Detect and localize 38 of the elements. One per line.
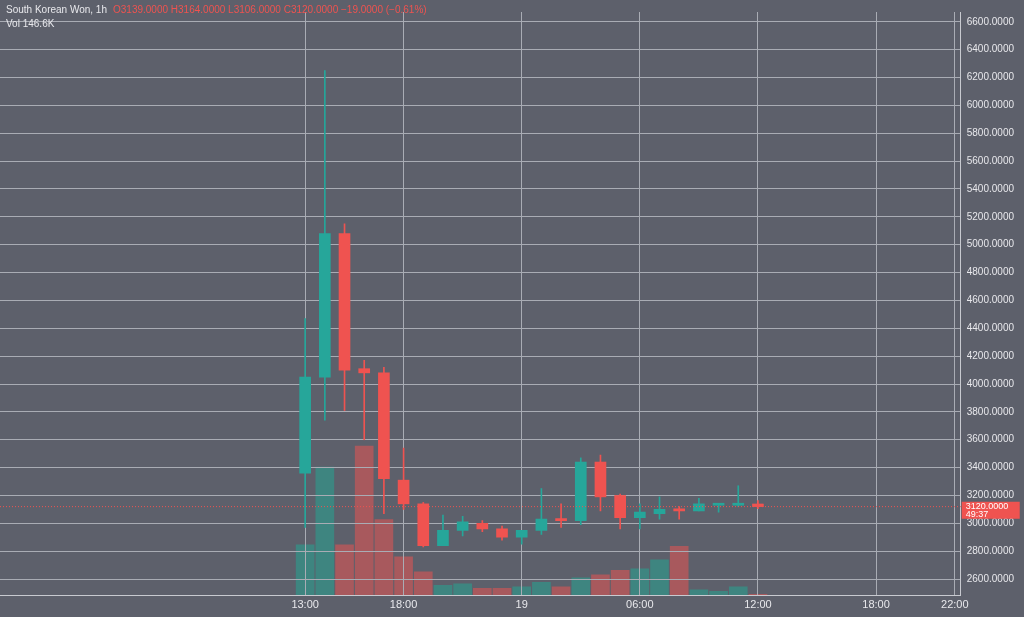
y-tick-label: 6400.0000 bbox=[966, 43, 1015, 55]
chart-title: South Korean Won, 1h bbox=[6, 4, 107, 15]
ref-line-label: 3120.0000 bbox=[965, 501, 1009, 512]
x-tick-label: 18:00 bbox=[862, 598, 890, 611]
y-tick-label: 3400.0000 bbox=[966, 461, 1015, 473]
y-tick-label: 6200.0000 bbox=[966, 71, 1015, 83]
chart-subtitle: O3139.0000 H3164.0000 L3106.0000 C3120.0000 −19.0000 (−0.61%) bbox=[113, 4, 427, 15]
x-tick-label: 22:00 bbox=[941, 598, 969, 611]
bar bbox=[669, 546, 689, 596]
y-tick-label: 3000.0000 bbox=[966, 517, 1015, 529]
text: 49:37 bbox=[965, 509, 989, 520]
y-tick-label: 5400.0000 bbox=[966, 182, 1015, 194]
y-tick-label: 4600.0000 bbox=[966, 294, 1015, 306]
candlestick bbox=[358, 360, 371, 441]
y-tick-label: 4000.0000 bbox=[966, 377, 1015, 389]
y-tick-label: 6000.0000 bbox=[966, 99, 1015, 111]
y-tick-label: 4400.0000 bbox=[966, 322, 1015, 334]
y-tick-label: 5800.0000 bbox=[966, 126, 1015, 138]
x-tick-label: 06:00 bbox=[626, 598, 654, 611]
x-tick-label: 19 bbox=[515, 598, 528, 611]
y-tick-label: 6600.0000 bbox=[966, 15, 1015, 27]
y-tick-label: 5600.0000 bbox=[966, 154, 1015, 166]
y-tick-label: 2800.0000 bbox=[966, 544, 1015, 556]
y-tick-label: 3200.0000 bbox=[966, 489, 1015, 501]
annotation: Vol 146.6K bbox=[6, 17, 55, 31]
y-tick-label: 5000.0000 bbox=[966, 238, 1015, 250]
bar bbox=[315, 466, 335, 596]
candlestick bbox=[732, 485, 745, 507]
y-tick-label: 3600.0000 bbox=[966, 433, 1015, 445]
y-tick-label: 2600.0000 bbox=[966, 572, 1015, 584]
x-tick-label: 18:00 bbox=[389, 598, 418, 611]
y-tick-label: 5200.0000 bbox=[966, 210, 1015, 222]
x-tick-label: 13:00 bbox=[291, 598, 319, 611]
x-tick-label: 12:00 bbox=[744, 598, 772, 611]
bar bbox=[551, 586, 571, 596]
y-tick-label: 4800.0000 bbox=[966, 266, 1015, 278]
y-tick-label: 4200.0000 bbox=[966, 349, 1015, 361]
y-tick-label: 3800.0000 bbox=[966, 405, 1015, 417]
